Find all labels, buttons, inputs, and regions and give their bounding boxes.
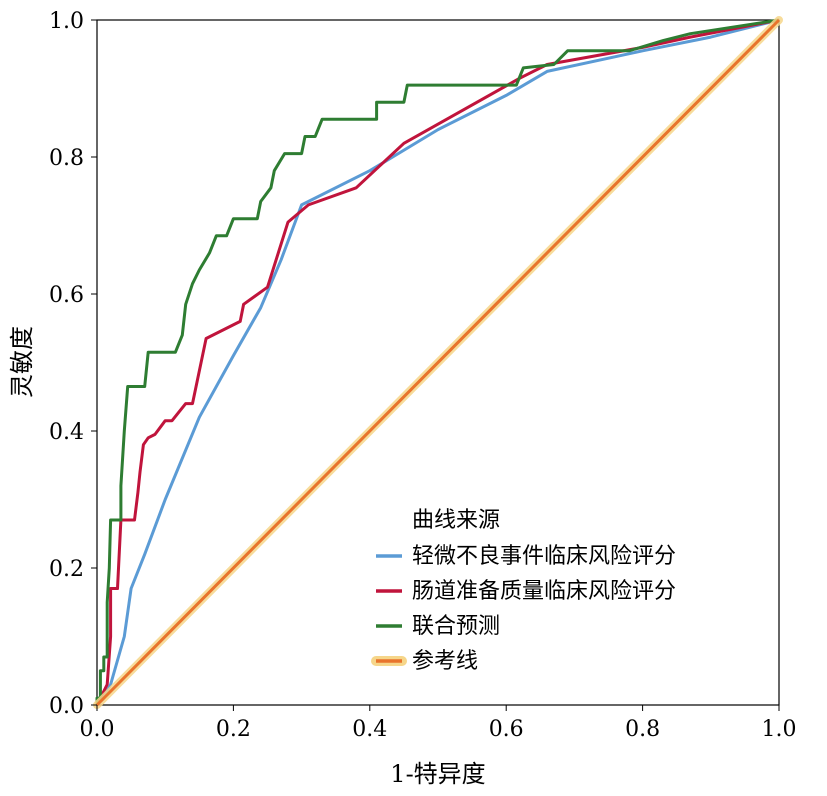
y-tick-label: 0.0 bbox=[49, 694, 84, 719]
x-tick-label: 0.4 bbox=[352, 717, 387, 742]
y-tick-label: 0.6 bbox=[49, 283, 84, 308]
x-tick-label: 0.8 bbox=[625, 717, 660, 742]
x-tick-label: 0.2 bbox=[216, 717, 251, 742]
x-axis-label: 1-特异度 bbox=[390, 760, 485, 788]
y-tick-label: 0.8 bbox=[49, 146, 84, 171]
legend-label-1: 肠道准备质量临床风险评分 bbox=[412, 579, 676, 604]
x-tick-label: 1.0 bbox=[762, 717, 797, 742]
series-3-line bbox=[95, 18, 781, 707]
y-tick-label: 0.2 bbox=[49, 557, 84, 582]
legend-label-3: 参考线 bbox=[412, 649, 478, 674]
x-tick-label: 0.0 bbox=[80, 717, 115, 742]
y-tick-label: 0.4 bbox=[49, 420, 84, 445]
x-tick-label: 0.6 bbox=[489, 717, 524, 742]
legend-label-2: 联合预测 bbox=[412, 614, 500, 639]
y-tick-label: 1.0 bbox=[49, 9, 84, 34]
tick-layer: 0.0 0.2 0.4 0.6 0.8 1.0 0.0 0.2 0.4 0.6 0.8 1.0 bbox=[49, 9, 797, 742]
plot-frame bbox=[96, 19, 780, 706]
series-2-line bbox=[95, 18, 780, 705]
series-0-line bbox=[95, 18, 780, 707]
series-1-line bbox=[95, 18, 780, 706]
legend-title: 曲线来源 bbox=[412, 508, 500, 533]
legend-label-0: 轻微不良事件临床风险评分 bbox=[412, 544, 676, 569]
y-axis-label: 灵敏度 bbox=[8, 326, 36, 398]
series-layer bbox=[93, 16, 783, 709]
